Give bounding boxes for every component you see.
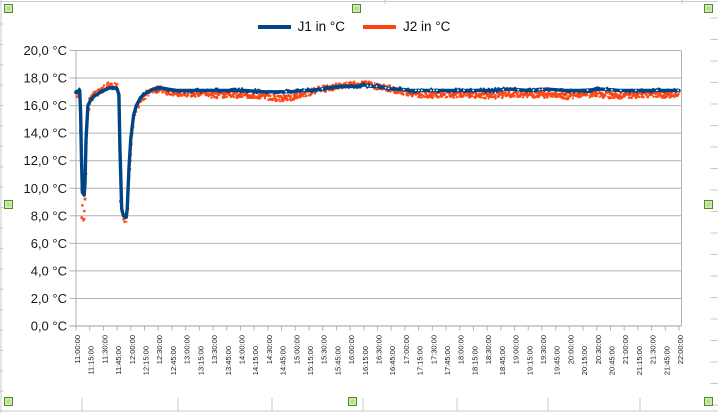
x-axis-tick-label: 21:00:00	[621, 335, 630, 364]
selection-handle-ne[interactable]	[704, 4, 713, 13]
y-axis-tick-label: 10,0 °C	[23, 181, 67, 196]
x-axis-labels: 11:00:00 11:15:00 11:30:00 11:45:00 12:00:00…	[73, 335, 685, 375]
chart-legend: J1 in °C J2 in °C	[2, 18, 706, 36]
legend-label-j1: J1 in °C	[297, 19, 345, 35]
selection-handle-e[interactable]	[704, 200, 713, 209]
x-axis-tick-label: 19:00:00	[512, 335, 521, 364]
x-axis-tick-label: 13:00:00	[183, 335, 192, 364]
x-axis-tick-label: 12:30:00	[155, 335, 164, 364]
x-axis-tick-label: 15:30:00	[320, 335, 329, 364]
x-axis-tick-label: 16:00:00	[347, 335, 356, 364]
series-j1-line	[74, 81, 681, 219]
x-axis-tick-label: 12:45:00	[169, 346, 178, 375]
x-axis-tick-label: 22:00:00	[676, 335, 685, 364]
x-axis-tick-label: 18:30:00	[484, 335, 493, 364]
x-axis-tick-label: 20:45:00	[607, 346, 616, 375]
x-axis-tick-label: 14:00:00	[237, 335, 246, 364]
y-axis-tick-label: 4,0 °C	[31, 263, 67, 278]
y-axis-tick-label: 18,0 °C	[23, 71, 67, 86]
x-axis-tick-label: 19:15:00	[525, 346, 534, 375]
legend-line-sample-j1	[257, 25, 291, 29]
x-axis-tick-label: 15:00:00	[292, 335, 301, 364]
x-axis-tick-label: 17:00:00	[402, 335, 411, 364]
x-axis-tick-label: 19:45:00	[553, 346, 562, 375]
selection-handle-nw[interactable]	[4, 4, 13, 13]
y-axis-tick-label: 16,0 °C	[23, 98, 67, 113]
y-axis-tick-label: 12,0 °C	[23, 153, 67, 168]
selection-handle-s[interactable]	[348, 397, 357, 406]
x-axis-tick-label: 13:30:00	[210, 335, 219, 364]
x-axis-tick-label: 14:30:00	[265, 335, 274, 364]
x-axis-tick-label: 21:45:00	[662, 346, 671, 375]
x-axis	[69, 50, 682, 331]
x-axis-tick-label: 12:15:00	[142, 346, 151, 375]
x-axis-tick-label: 13:15:00	[196, 346, 205, 375]
x-axis-tick-label: 16:30:00	[375, 335, 384, 364]
legend-item-j1[interactable]: J1 in °C	[257, 19, 345, 35]
x-axis-tick-label: 16:45:00	[388, 346, 397, 375]
x-axis-tick-label: 11:15:00	[87, 346, 96, 375]
x-axis-tick-label: 19:30:00	[539, 335, 548, 364]
x-axis-tick-label: 18:15:00	[470, 346, 479, 375]
x-axis-tick-label: 20:30:00	[594, 335, 603, 364]
legend-line-sample-j2	[363, 25, 396, 29]
x-axis-tick-label: 18:00:00	[457, 335, 466, 364]
series-j2-scatter	[74, 80, 681, 224]
x-axis-tick-label: 21:15:00	[635, 346, 644, 375]
x-axis-tick-label: 15:15:00	[306, 346, 315, 375]
x-axis-tick-label: 16:15:00	[361, 346, 370, 375]
x-axis-tick-label: 17:45:00	[443, 346, 452, 375]
y-axis-tick-label: 2,0 °C	[31, 291, 67, 306]
x-axis-tick-label: 11:45:00	[114, 346, 123, 375]
x-axis-tick-label: 11:00:00	[73, 335, 82, 364]
selection-handle-w[interactable]	[4, 200, 13, 209]
y-axis-tick-label: 0,0 °C	[31, 319, 67, 334]
x-axis-tick-label: 20:15:00	[580, 346, 589, 375]
x-axis-tick-label: 18:45:00	[498, 346, 507, 375]
y-axis-tick-label: 8,0 °C	[31, 208, 67, 223]
x-axis-tick-label: 14:45:00	[279, 346, 288, 375]
selection-handle-sw[interactable]	[4, 397, 13, 406]
x-axis-tick-label: 17:30:00	[429, 335, 438, 364]
x-axis-tick-label: 21:30:00	[649, 335, 658, 364]
x-axis-tick-label: 12:00:00	[128, 335, 137, 364]
y-axis-tick-label: 20,0 °C	[23, 43, 67, 58]
x-axis-tick-label: 20:00:00	[566, 335, 575, 364]
x-axis-tick-label: 17:15:00	[416, 346, 425, 375]
selection-handle-se[interactable]	[704, 397, 713, 406]
legend-item-j2[interactable]: J2 in °C	[363, 20, 450, 34]
y-axis-tick-label: 14,0 °C	[23, 126, 67, 141]
y-axis-labels: 20,0 °C 18,0 °C 16,0 °C 14,0 °C 12,0 °C 10,0 …	[23, 43, 67, 334]
legend-label-j2: J2 in °C	[403, 19, 451, 35]
x-axis-tick-label: 13:45:00	[224, 346, 233, 375]
x-axis-tick-label: 14:15:00	[251, 346, 260, 375]
selection-handle-n[interactable]	[352, 4, 361, 13]
y-axis-tick-label: 6,0 °C	[31, 236, 67, 251]
x-axis-tick-label: 15:45:00	[333, 346, 342, 375]
x-axis-tick-label: 11:30:00	[100, 335, 109, 364]
chart-object[interactable]: J1 in °C J2 in °C	[2, 2, 706, 398]
